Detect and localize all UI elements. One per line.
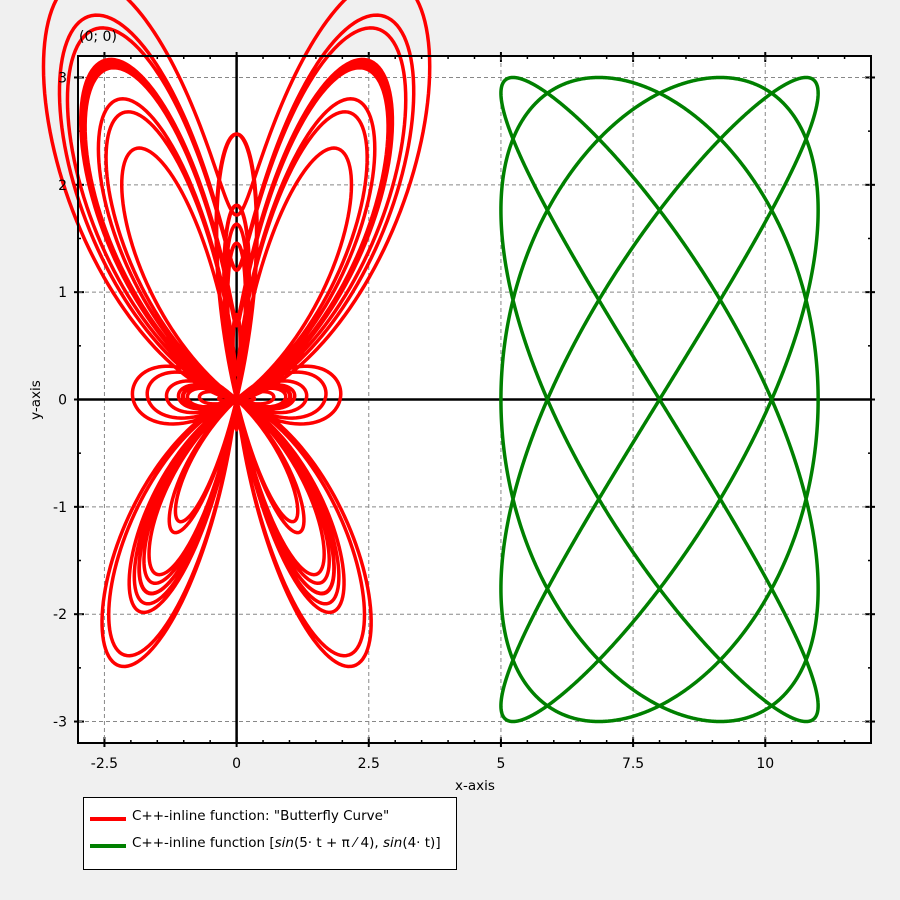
legend-swatch-lissajous [90, 844, 126, 848]
x-tick-label: 10 [756, 756, 774, 772]
legend-swatch-butterfly [90, 817, 126, 821]
legend-label-lissajous: C++-inline function [sin(5· t + π ⁄ 4), … [132, 835, 441, 851]
x-axis-label: x-axis [455, 778, 495, 794]
legend: C++-inline function: "Butterfly Curve" C… [83, 797, 457, 870]
legend-label-butterfly: C++-inline function: "Butterfly Curve" [132, 808, 390, 824]
y-axis-label: y-axis [28, 380, 44, 420]
x-tick-label: 2.5 [358, 756, 380, 772]
x-tick-label: -2.5 [91, 756, 118, 772]
y-tick-label: 0 [58, 393, 67, 409]
x-tick-label: 5 [496, 756, 505, 772]
x-tick-label: 7.5 [622, 756, 644, 772]
plot-frame [77, 55, 872, 744]
y-tick-label: -1 [53, 500, 67, 516]
series-line-0 [41, 0, 432, 669]
y-tick-label: -2 [53, 607, 67, 623]
y-tick-label: 1 [58, 285, 67, 301]
series-line-1 [499, 75, 820, 724]
y-tick-label: 3 [58, 70, 67, 86]
y-tick-label: 2 [58, 178, 67, 194]
x-tick-label: 0 [232, 756, 241, 772]
origin-label: (0; 0) [79, 29, 117, 45]
y-tick-label: -3 [53, 715, 67, 731]
